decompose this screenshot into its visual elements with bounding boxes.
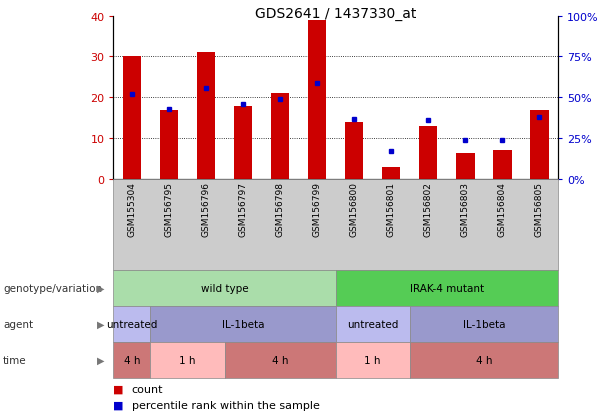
Text: 4 h: 4 h	[272, 355, 288, 366]
Text: genotype/variation: genotype/variation	[3, 283, 102, 294]
Text: GSM156795: GSM156795	[164, 182, 173, 237]
Text: ■: ■	[113, 384, 124, 394]
Text: 1 h: 1 h	[364, 355, 381, 366]
Bar	[197, 53, 215, 180]
Bar	[308, 21, 326, 180]
Text: GSM156800: GSM156800	[349, 182, 359, 237]
Text: GSM156805: GSM156805	[535, 182, 544, 237]
Bar	[382, 167, 400, 180]
Text: GSM156799: GSM156799	[313, 182, 322, 237]
Bar	[160, 110, 178, 180]
Text: IRAK-4 mutant: IRAK-4 mutant	[409, 283, 484, 294]
Bar	[271, 94, 289, 180]
Text: count: count	[132, 384, 163, 394]
Bar	[456, 153, 474, 180]
Text: GSM156803: GSM156803	[461, 182, 470, 237]
Text: GSM156802: GSM156802	[424, 182, 433, 237]
Text: untreated: untreated	[347, 319, 398, 330]
Bar	[419, 127, 438, 180]
Text: ▶: ▶	[97, 355, 105, 366]
Bar	[234, 106, 253, 180]
Text: 4 h: 4 h	[124, 355, 140, 366]
Text: GSM155304: GSM155304	[128, 182, 137, 237]
Text: untreated: untreated	[106, 319, 158, 330]
Bar	[123, 57, 141, 180]
Text: GSM156804: GSM156804	[498, 182, 507, 237]
Text: wild type: wild type	[200, 283, 248, 294]
Bar	[493, 151, 511, 180]
Text: agent: agent	[3, 319, 33, 330]
Text: ■: ■	[113, 400, 124, 410]
Text: 1 h: 1 h	[179, 355, 196, 366]
Text: percentile rank within the sample: percentile rank within the sample	[132, 400, 319, 410]
Text: time: time	[3, 355, 27, 366]
Text: IL-1beta: IL-1beta	[222, 319, 264, 330]
Text: ▶: ▶	[97, 283, 105, 294]
Text: GSM156801: GSM156801	[387, 182, 395, 237]
Text: GSM156796: GSM156796	[202, 182, 210, 237]
Text: GSM156798: GSM156798	[276, 182, 284, 237]
Text: 4 h: 4 h	[476, 355, 492, 366]
Text: GSM156797: GSM156797	[238, 182, 248, 237]
Bar	[530, 110, 549, 180]
Text: GDS2641 / 1437330_at: GDS2641 / 1437330_at	[255, 7, 416, 21]
Text: ▶: ▶	[97, 319, 105, 330]
Text: IL-1beta: IL-1beta	[463, 319, 505, 330]
Bar	[345, 123, 364, 180]
